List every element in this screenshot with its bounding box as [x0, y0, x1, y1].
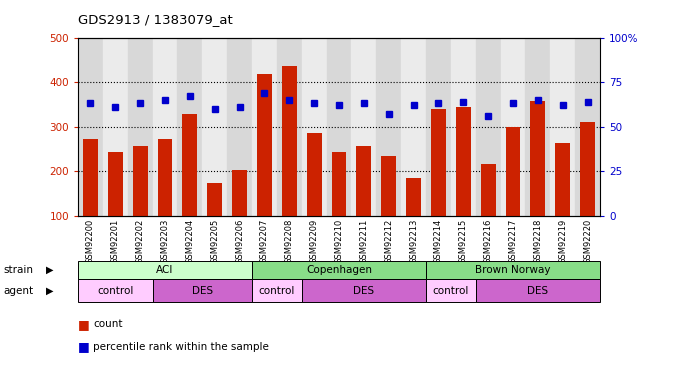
Bar [381, 156, 396, 216]
Bar [83, 139, 98, 216]
Bar [476, 38, 500, 216]
Bar [555, 144, 570, 216]
Text: DES: DES [527, 286, 549, 296]
Text: control: control [259, 286, 295, 296]
Bar [406, 178, 421, 216]
Bar [575, 38, 600, 216]
Bar [351, 38, 376, 216]
Bar [551, 38, 575, 216]
Bar [182, 114, 197, 216]
Bar [133, 146, 148, 216]
Bar [376, 38, 401, 216]
Bar [426, 38, 451, 216]
Text: GDS2913 / 1383079_at: GDS2913 / 1383079_at [78, 13, 233, 26]
Bar [456, 106, 471, 216]
Text: DES: DES [192, 286, 213, 296]
Bar [282, 66, 297, 216]
Text: Copenhagen: Copenhagen [306, 265, 372, 275]
Text: control: control [433, 286, 469, 296]
Bar [103, 38, 127, 216]
Bar [357, 146, 372, 216]
Bar [506, 127, 521, 216]
Bar [302, 38, 327, 216]
Bar [500, 38, 525, 216]
Bar [207, 183, 222, 216]
Text: percentile rank within the sample: percentile rank within the sample [93, 342, 268, 352]
Bar [580, 122, 595, 216]
Bar [277, 38, 302, 216]
Bar [153, 38, 178, 216]
Bar [257, 74, 272, 216]
Text: control: control [97, 286, 134, 296]
Bar [525, 38, 551, 216]
Text: Brown Norway: Brown Norway [475, 265, 551, 275]
Bar [202, 38, 227, 216]
Bar [232, 170, 247, 216]
Bar [178, 38, 202, 216]
Text: count: count [93, 320, 123, 329]
Bar [401, 38, 426, 216]
Bar [481, 164, 496, 216]
Bar [332, 152, 346, 216]
Text: ■: ■ [78, 318, 89, 331]
Bar [78, 38, 103, 216]
Bar [157, 139, 172, 216]
Bar [108, 152, 123, 216]
Text: ■: ■ [78, 340, 89, 353]
Text: DES: DES [353, 286, 374, 296]
Bar [227, 38, 252, 216]
Bar [451, 38, 476, 216]
Bar [306, 133, 321, 216]
Text: strain: strain [3, 265, 33, 275]
Text: ACI: ACI [157, 265, 174, 275]
Bar [252, 38, 277, 216]
Text: agent: agent [3, 286, 33, 296]
Text: ▶: ▶ [46, 286, 54, 296]
Bar [327, 38, 351, 216]
Text: ▶: ▶ [46, 265, 54, 275]
Bar [127, 38, 153, 216]
Bar [530, 101, 545, 216]
Bar [431, 109, 446, 216]
